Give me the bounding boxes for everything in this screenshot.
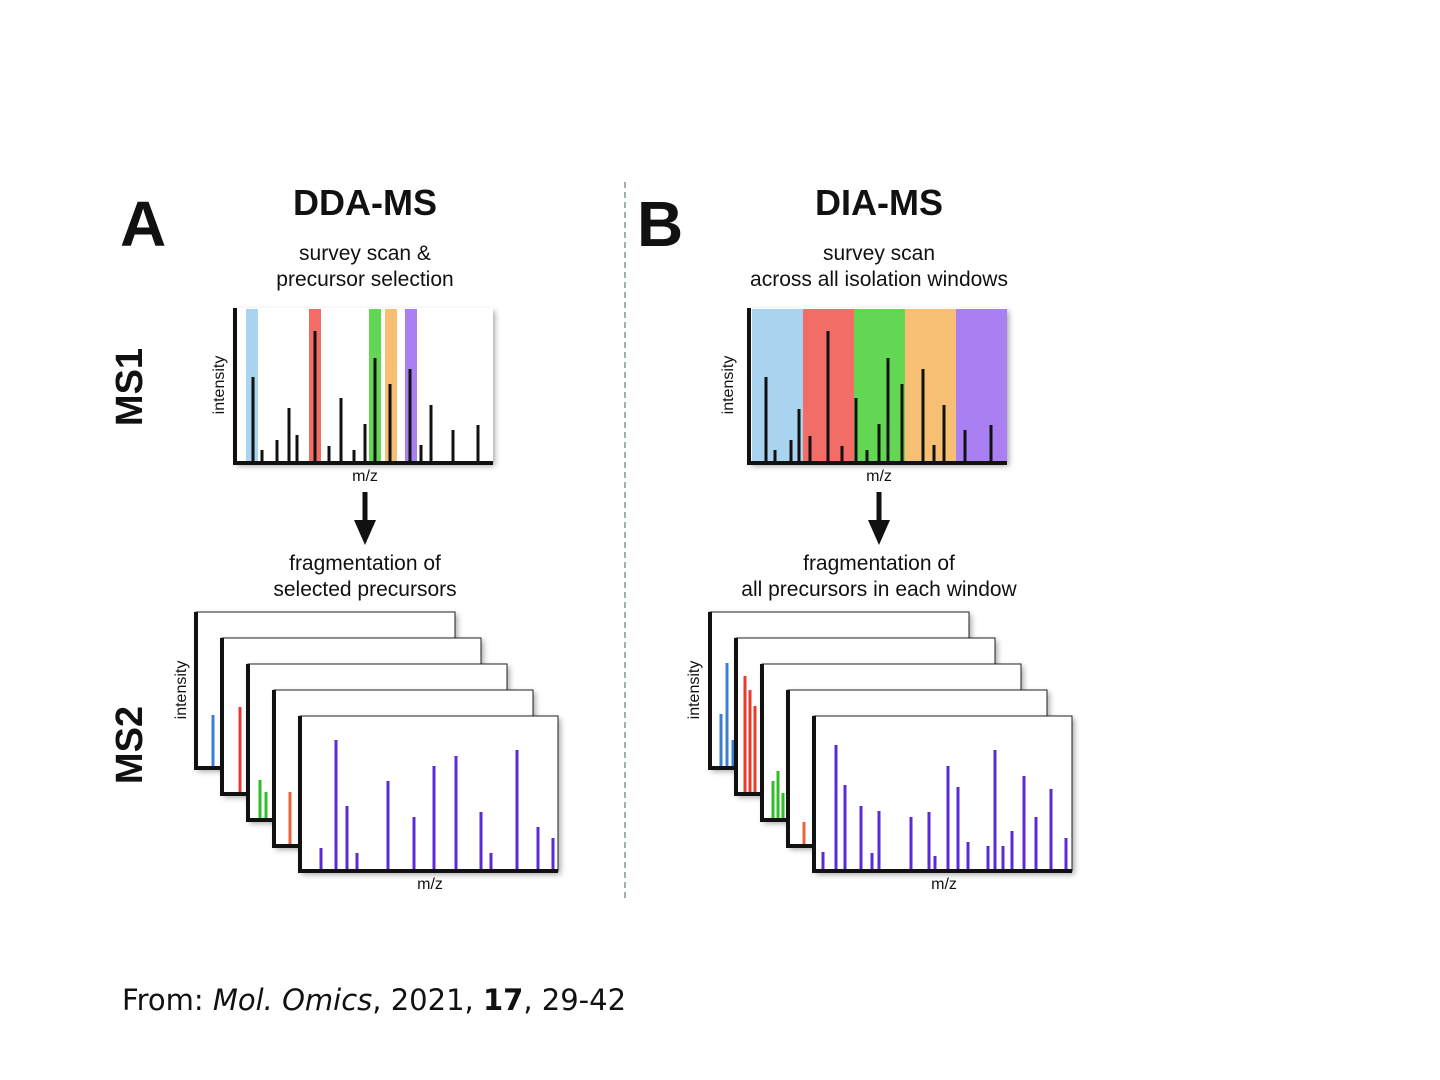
panel-a-ms2-x-axis-label: m/z: [417, 876, 443, 893]
citation-volume: 17: [482, 983, 524, 1017]
caption-line: across all isolation windows: [750, 268, 1008, 291]
panel-a-letter: A: [120, 188, 167, 260]
ms1-peaks-b: [764, 331, 993, 462]
caption-line: all precursors in each window: [741, 578, 1017, 601]
caption-line: precursor selection: [276, 268, 454, 291]
caption-line: fragmentation of: [289, 552, 441, 575]
panel-b-ms1-x-axis-label: m/z: [866, 468, 892, 485]
panel-a-ms1-y-axis-label: intensity: [211, 355, 228, 415]
panel-b-ms2-x-axis-label: m/z: [931, 876, 957, 893]
caption-line: survey scan &: [299, 242, 431, 265]
citation-pages: , 29-42: [523, 983, 627, 1017]
isolation-window-blue: [752, 309, 803, 462]
panel-a-fragment-caption: fragmentation of selected precursors: [155, 551, 575, 603]
panel-a-down-arrow: [354, 492, 376, 545]
panel-b-down-arrow: [868, 492, 890, 545]
isolation-window-orange: [905, 309, 956, 462]
source-citation: From: Mol. Omics, 2021, 17, 29-42: [122, 986, 626, 1015]
ms1-peaks-a: [251, 331, 480, 462]
panel-b-ms1-spectrum: [747, 308, 1007, 465]
panel-b-title: DIA-MS: [815, 182, 943, 223]
panel-b-ms2-y-axis-label: intensity: [686, 660, 703, 720]
panel-b-survey-caption: survey scan across all isolation windows: [669, 241, 1089, 293]
panel-a-ms2-y-axis-label: intensity: [173, 660, 190, 720]
caption-line: survey scan: [822, 242, 936, 265]
panel-a-title: DDA-MS: [293, 182, 437, 223]
caption-line: fragmentation of: [803, 552, 955, 575]
citation-year: , 2021,: [372, 983, 483, 1017]
ms2-peaks-b: [821, 745, 1068, 870]
ms2-peaks-a: [319, 740, 555, 870]
panel-b-ms2-stack: [708, 611, 1073, 873]
panel-b-letter: B: [637, 188, 684, 260]
panel-a-ms1-x-axis-label: m/z: [352, 468, 378, 485]
caption-line: selected precursors: [273, 578, 457, 601]
panel-b-ms1-y-axis-label: intensity: [720, 355, 737, 415]
panel-a-ms2-stack: [194, 611, 559, 873]
panel-divider: [624, 182, 626, 898]
panel-a-survey-caption: survey scan & precursor selection: [155, 241, 575, 293]
panel-b-fragment-caption: fragmentation of all precursors in each …: [669, 551, 1089, 603]
citation-journal: Mol. Omics: [212, 983, 373, 1017]
panel-a-ms1-spectrum: [233, 308, 493, 465]
citation-prefix: From:: [122, 983, 213, 1017]
